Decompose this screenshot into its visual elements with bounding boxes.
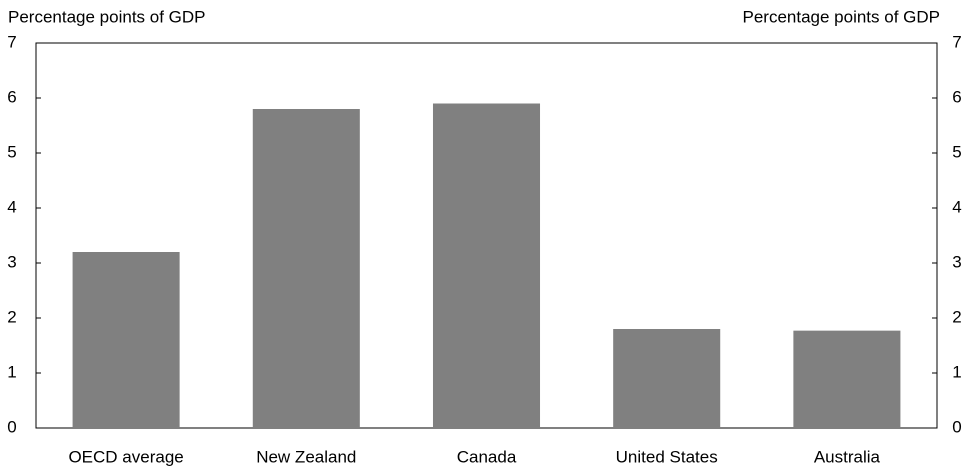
y-tick-label: 5 bbox=[7, 142, 16, 161]
y-tick-label: 4 bbox=[7, 197, 16, 216]
bar bbox=[793, 330, 901, 428]
y2-tick-label: 3 bbox=[952, 252, 961, 271]
x-tick-label: United States bbox=[616, 447, 718, 466]
y-tick-label: 0 bbox=[7, 417, 16, 436]
y2-tick-label: 6 bbox=[952, 87, 961, 106]
y-tick-label: 6 bbox=[7, 87, 16, 106]
bar bbox=[432, 103, 541, 428]
y2-tick-label: 4 bbox=[952, 197, 961, 216]
y-axis-label: Percentage points of GDP bbox=[8, 7, 206, 26]
x-tick-label: Canada bbox=[457, 447, 517, 466]
y2-tick-label: 1 bbox=[952, 362, 961, 381]
x-tick-label: OECD average bbox=[68, 447, 183, 466]
y2-tick-label: 2 bbox=[952, 307, 961, 326]
y-tick-label: 1 bbox=[7, 362, 16, 381]
x-tick-label: Australia bbox=[814, 447, 881, 466]
bar bbox=[613, 329, 721, 428]
y2-tick-label: 7 bbox=[952, 32, 961, 51]
y2-tick-label: 5 bbox=[952, 142, 961, 161]
y-tick-label: 3 bbox=[7, 252, 16, 271]
y2-tick-label: 0 bbox=[952, 417, 961, 436]
x-tick-label: New Zealand bbox=[256, 447, 356, 466]
y2-axis-label: Percentage points of GDP bbox=[742, 7, 940, 26]
y-tick-label: 7 bbox=[7, 32, 16, 51]
bar bbox=[72, 252, 180, 428]
y-tick-label: 2 bbox=[7, 307, 16, 326]
bar bbox=[252, 109, 360, 428]
